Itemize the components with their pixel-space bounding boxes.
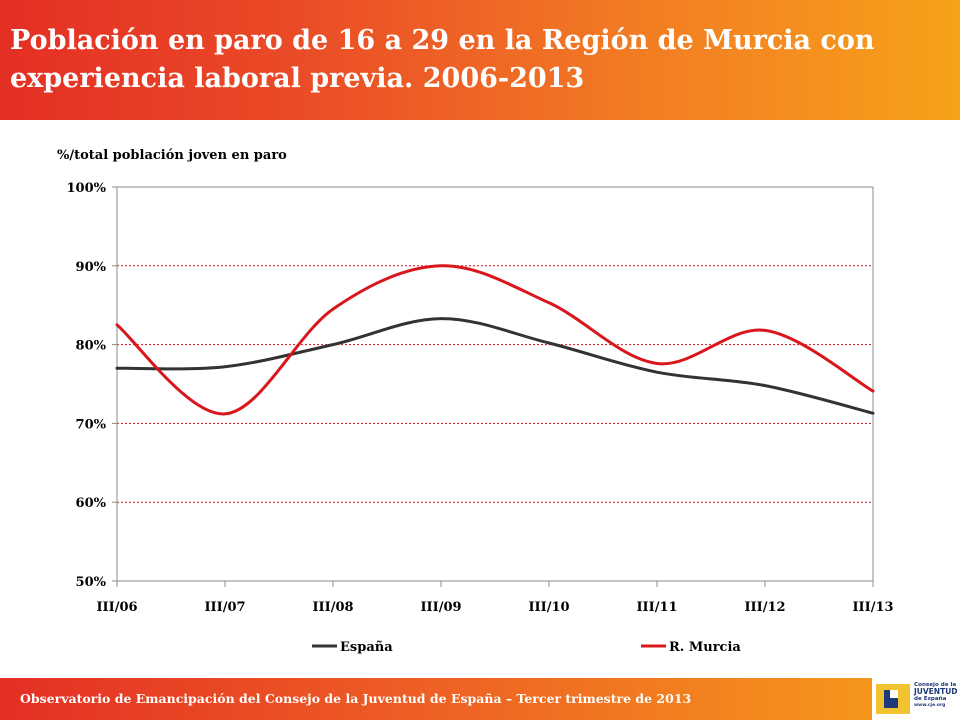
x-tick-label: III/06 — [96, 600, 137, 615]
data-point — [872, 412, 875, 415]
x-tick-label: III/12 — [744, 600, 785, 615]
x-tick-label: III/11 — [636, 600, 677, 615]
x-tick-label: III/07 — [204, 600, 245, 615]
logo-line3: de España — [914, 696, 947, 703]
data-point — [116, 367, 119, 370]
data-point — [872, 390, 875, 393]
legend-label: España — [340, 640, 393, 655]
data-point — [548, 301, 551, 304]
data-point — [116, 323, 119, 326]
data-point — [656, 362, 659, 365]
data-point — [440, 264, 443, 267]
series-line-espana — [115, 317, 875, 415]
data-point — [332, 343, 335, 346]
data-point — [224, 412, 227, 415]
logo-line1: Consejo de la — [914, 682, 957, 688]
x-tick-label: III/08 — [312, 600, 353, 615]
cje-logo-text: Consejo de la JUVENTUD de España www.cje… — [914, 682, 960, 709]
data-point — [764, 329, 767, 332]
logo-line2: JUVENTUD — [914, 687, 958, 697]
cje-logo-icon — [876, 684, 910, 714]
data-point — [548, 342, 551, 345]
y-axis-label: %/total población joven en paro — [57, 148, 287, 163]
data-point — [440, 317, 443, 320]
x-tick-label: III/13 — [852, 600, 893, 615]
cje-logo: Consejo de la JUVENTUD de España www.cje… — [872, 678, 960, 720]
header-banner: Población en paro de 16 a 29 en la Regió… — [0, 0, 960, 120]
y-tick-label: 50% — [76, 575, 107, 590]
data-point — [332, 308, 335, 311]
logo-url: www.cje.org — [914, 702, 946, 708]
series-line-murcia — [115, 264, 875, 416]
footer-bar: Observatorio de Emancipación del Consejo… — [0, 678, 960, 720]
line-chart: %/total población joven en paro 50% 60% 70… — [57, 148, 894, 655]
y-tick-label: 90% — [76, 260, 107, 275]
page-title: Población en paro de 16 a 29 en la Regió… — [10, 25, 875, 94]
x-tick-label: III/09 — [420, 600, 461, 615]
footer-text: Observatorio de Emancipación del Consejo… — [20, 691, 692, 706]
data-point — [224, 365, 227, 368]
x-tick-label: III/10 — [528, 600, 569, 615]
y-tick-label: 100% — [67, 181, 107, 196]
y-tick-label: 70% — [76, 417, 107, 432]
data-point — [656, 371, 659, 374]
y-tick-label: 80% — [76, 339, 107, 354]
y-tick-label: 60% — [76, 496, 107, 511]
data-point — [764, 384, 767, 387]
legend-label: R. Murcia — [669, 640, 741, 655]
